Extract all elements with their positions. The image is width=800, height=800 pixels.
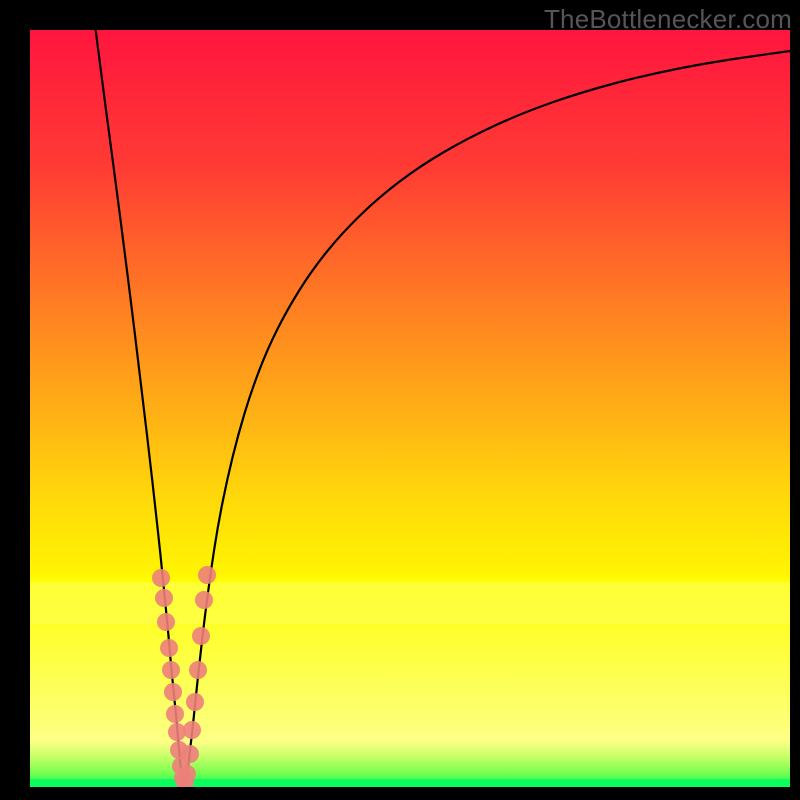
- scatter-marker: [181, 745, 199, 763]
- curve-right-branch: [184, 51, 790, 787]
- scatter-marker: [195, 591, 213, 609]
- scatter-marker: [155, 589, 173, 607]
- scatter-marker: [157, 613, 175, 631]
- scatter-marker: [192, 627, 210, 645]
- scatter-marker: [160, 639, 178, 657]
- scatter-marker: [178, 765, 196, 783]
- scatter-marker: [152, 569, 170, 587]
- plot-area: [30, 30, 790, 787]
- scatter-marker: [166, 705, 184, 723]
- scatter-marker: [189, 661, 207, 679]
- scatter-marker: [186, 693, 204, 711]
- scatter-marker: [183, 721, 201, 739]
- bottleneck-curve: [30, 30, 790, 787]
- scatter-marker: [164, 683, 182, 701]
- scatter-marker: [162, 661, 180, 679]
- scatter-marker: [198, 566, 216, 584]
